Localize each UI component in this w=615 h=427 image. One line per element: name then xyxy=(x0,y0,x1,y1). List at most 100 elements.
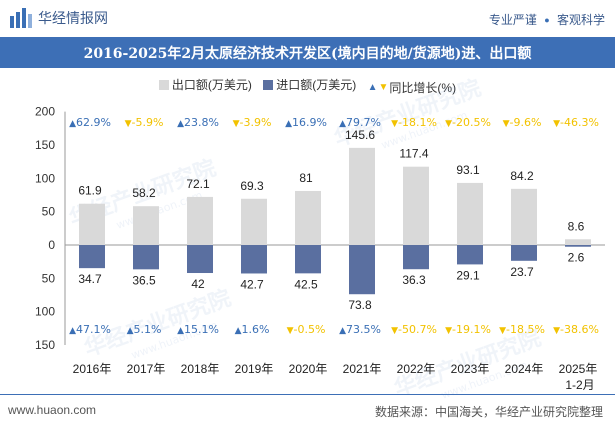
import-yoy-label: ▼-19.1% xyxy=(445,323,491,336)
x-tick-label: 2022年 xyxy=(397,362,436,376)
export-bar xyxy=(403,166,429,245)
import-yoy-label: ▼-38.6% xyxy=(553,323,599,336)
brand-name: 华经情报网 xyxy=(38,10,108,26)
export-bar xyxy=(349,147,375,245)
import-value-label: 2.6 xyxy=(568,251,585,265)
export-yoy-label: ▼-9.6% xyxy=(503,116,542,129)
export-bar xyxy=(457,182,483,245)
title-bar: 2016-2025年2月太原经济技术开发区(境内目的地/货源地)进、出口额 xyxy=(0,37,615,68)
export-value-label: 61.9 xyxy=(78,184,102,198)
export-bar xyxy=(511,188,537,245)
x-tick-label: 2017年 xyxy=(127,362,166,376)
import-bar xyxy=(241,245,267,274)
y-tick-label: 200 xyxy=(35,105,55,119)
import-bar xyxy=(457,245,483,265)
export-yoy-label: ▼-18.1% xyxy=(391,116,437,129)
x-tick-label: 2018年 xyxy=(181,362,220,376)
tagline-a: 专业严谨 xyxy=(488,13,537,27)
export-value-label: 81 xyxy=(299,171,313,185)
import-value-label: 42.7 xyxy=(240,277,264,291)
y-tick-label: 100 xyxy=(35,171,55,185)
tagline-b: 客观科学 xyxy=(556,13,605,27)
export-value-label: 72.1 xyxy=(186,177,210,191)
export-bar xyxy=(295,190,321,245)
import-value-label: 29.1 xyxy=(456,268,480,282)
x-tick-label: 2023年 xyxy=(451,362,490,376)
x-tick-label: 2019年 xyxy=(235,362,274,376)
footer-source: 数据来源：中国海关，华经产业研究院整理 xyxy=(374,405,603,419)
footer-website: www.huaon.com xyxy=(8,403,97,417)
import-yoy-label: ▲15.1% xyxy=(177,323,219,336)
import-value-label: 36.3 xyxy=(402,273,426,287)
export-yoy-label: ▼-20.5% xyxy=(445,116,491,129)
import-value-label: 42.5 xyxy=(294,277,318,291)
import-bar xyxy=(349,245,375,295)
legend-import-swatch xyxy=(263,79,274,90)
export-yoy-label: ▲16.9% xyxy=(285,116,327,129)
export-value-label: 58.2 xyxy=(132,186,156,200)
down-triangle-icon: ▼ xyxy=(378,81,389,93)
export-yoy-label: ▲23.8% xyxy=(177,116,219,129)
export-yoy-label: ▲62.9% xyxy=(69,116,111,129)
import-yoy-label: ▼-0.5% xyxy=(287,323,326,336)
export-value-label: 117.4 xyxy=(399,147,428,161)
export-value-label: 145.6 xyxy=(345,128,375,142)
export-value-label: 93.1 xyxy=(456,163,480,177)
legend: 出口额(万美元) 进口额(万美元) ▲ ▼ 同比增长(%) xyxy=(0,76,615,96)
brand: 华经情报网 xyxy=(10,8,108,28)
y-tick-label: 0 xyxy=(48,238,55,252)
import-bar xyxy=(565,245,591,247)
import-bar xyxy=(511,245,537,261)
legend-import-label: 进口额(万美元) xyxy=(276,78,357,92)
import-yoy-label: ▼-50.7% xyxy=(391,323,437,336)
export-value-label: 8.6 xyxy=(568,219,585,233)
x-tick-label: 2024年 xyxy=(505,362,544,376)
export-yoy-label: ▼-3.9% xyxy=(233,116,272,129)
x-tick-label-line2: 1-2月 xyxy=(565,378,594,392)
x-tick-label: 2016年 xyxy=(73,362,112,376)
import-yoy-label: ▲47.1% xyxy=(69,323,111,336)
y-tick-label: 50 xyxy=(42,205,56,219)
legend-export: 出口额(万美元) xyxy=(158,76,252,93)
import-yoy-label: ▲1.6% xyxy=(235,323,270,336)
export-yoy-label: ▼-5.9% xyxy=(125,116,164,129)
footer-divider xyxy=(0,394,615,395)
import-value-label: 34.7 xyxy=(78,272,102,286)
brand-logo-icon xyxy=(10,8,32,28)
import-value-label: 36.5 xyxy=(132,273,156,287)
export-bar xyxy=(133,206,159,245)
y-tick-label: 100 xyxy=(35,305,55,319)
legend-export-label: 出口额(万美元) xyxy=(171,78,252,92)
import-bar xyxy=(295,245,321,274)
export-bar xyxy=(187,196,213,245)
import-yoy-label: ▼-18.5% xyxy=(499,323,545,336)
legend-export-swatch xyxy=(158,79,169,90)
export-bar xyxy=(79,203,105,245)
export-yoy-label: ▲79.7% xyxy=(339,116,381,129)
x-tick-label: 2021年 xyxy=(343,362,382,376)
legend-yoy: ▲ ▼ 同比增长(%) xyxy=(368,79,456,96)
export-value-label: 84.2 xyxy=(510,169,534,183)
x-tick-label: 2020年 xyxy=(289,362,328,376)
import-bar xyxy=(403,245,429,270)
import-value-label: 42 xyxy=(191,277,205,291)
import-bar xyxy=(133,245,159,270)
export-yoy-label: ▼-46.3% xyxy=(553,116,599,129)
x-tick-label: 2025年 xyxy=(559,362,598,376)
chart-title: 2016-2025年2月太原经济技术开发区(境内目的地/货源地)进、出口额 xyxy=(83,46,532,62)
import-yoy-label: ▲73.5% xyxy=(339,323,381,336)
header-bar: 华经情报网 专业严谨 ● 客观科学 xyxy=(0,0,615,36)
y-tick-label: 150 xyxy=(35,138,55,152)
import-value-label: 23.7 xyxy=(510,265,534,279)
import-value-label: 73.8 xyxy=(348,298,372,312)
import-bar xyxy=(79,245,105,269)
import-yoy-label: ▲5.1% xyxy=(127,323,162,336)
y-tick-label: 150 xyxy=(35,338,55,352)
y-tick-label: 50 xyxy=(42,271,56,285)
import-bar xyxy=(187,245,213,274)
tagline: 专业严谨 ● 客观科学 xyxy=(489,11,605,28)
legend-yoy-label: 同比增长(%) xyxy=(389,80,457,95)
up-triangle-icon: ▲ xyxy=(367,81,378,93)
